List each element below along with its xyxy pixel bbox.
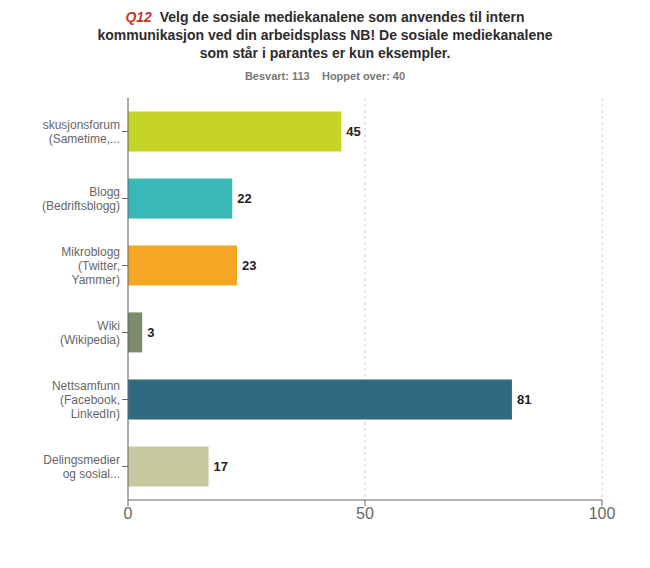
- svg-text:Blogg(Bedriftsblogg): Blogg(Bedriftsblogg): [42, 185, 120, 213]
- svg-text:17: 17: [214, 459, 228, 474]
- svg-text:81: 81: [517, 392, 531, 407]
- svg-text:Wiki(Wikipedia): Wiki(Wikipedia): [60, 319, 120, 347]
- svg-text:22: 22: [237, 191, 251, 206]
- svg-text:0: 0: [124, 505, 133, 522]
- svg-text:45: 45: [346, 124, 360, 139]
- svg-text:23: 23: [242, 258, 256, 273]
- svg-text:Nettsamfunn(Facebook,LinkedIn): Nettsamfunn(Facebook,LinkedIn): [52, 379, 120, 421]
- svg-text:skusjonsforum(Sametime,...: skusjonsforum(Sametime,...: [43, 118, 120, 146]
- svg-text:3: 3: [147, 325, 154, 340]
- html-text:som står i parantes er kun eks: som står i parantes er kun eksempler.: [199, 45, 451, 61]
- svg-text:Mikroblogg(Twitter,Yammer): Mikroblogg(Twitter,Yammer): [61, 245, 120, 287]
- svg-text:Delingsmedierog sosial...: Delingsmedierog sosial...: [43, 453, 120, 481]
- html-text:Besvart: 113 Hoppet over: 40: Besvart: 113 Hoppet over: 40: [244, 70, 406, 82]
- svg-text:50: 50: [356, 505, 374, 522]
- svg-text:100: 100: [589, 505, 616, 522]
- html-text:Q12 Velg de sosiale mediekanal: Q12 Velg de sosiale mediekanalene som an…: [125, 9, 525, 25]
- html-text:kommunikasjon ved din arbeidsp: kommunikasjon ved din arbeidsplass NB! D…: [97, 27, 553, 43]
